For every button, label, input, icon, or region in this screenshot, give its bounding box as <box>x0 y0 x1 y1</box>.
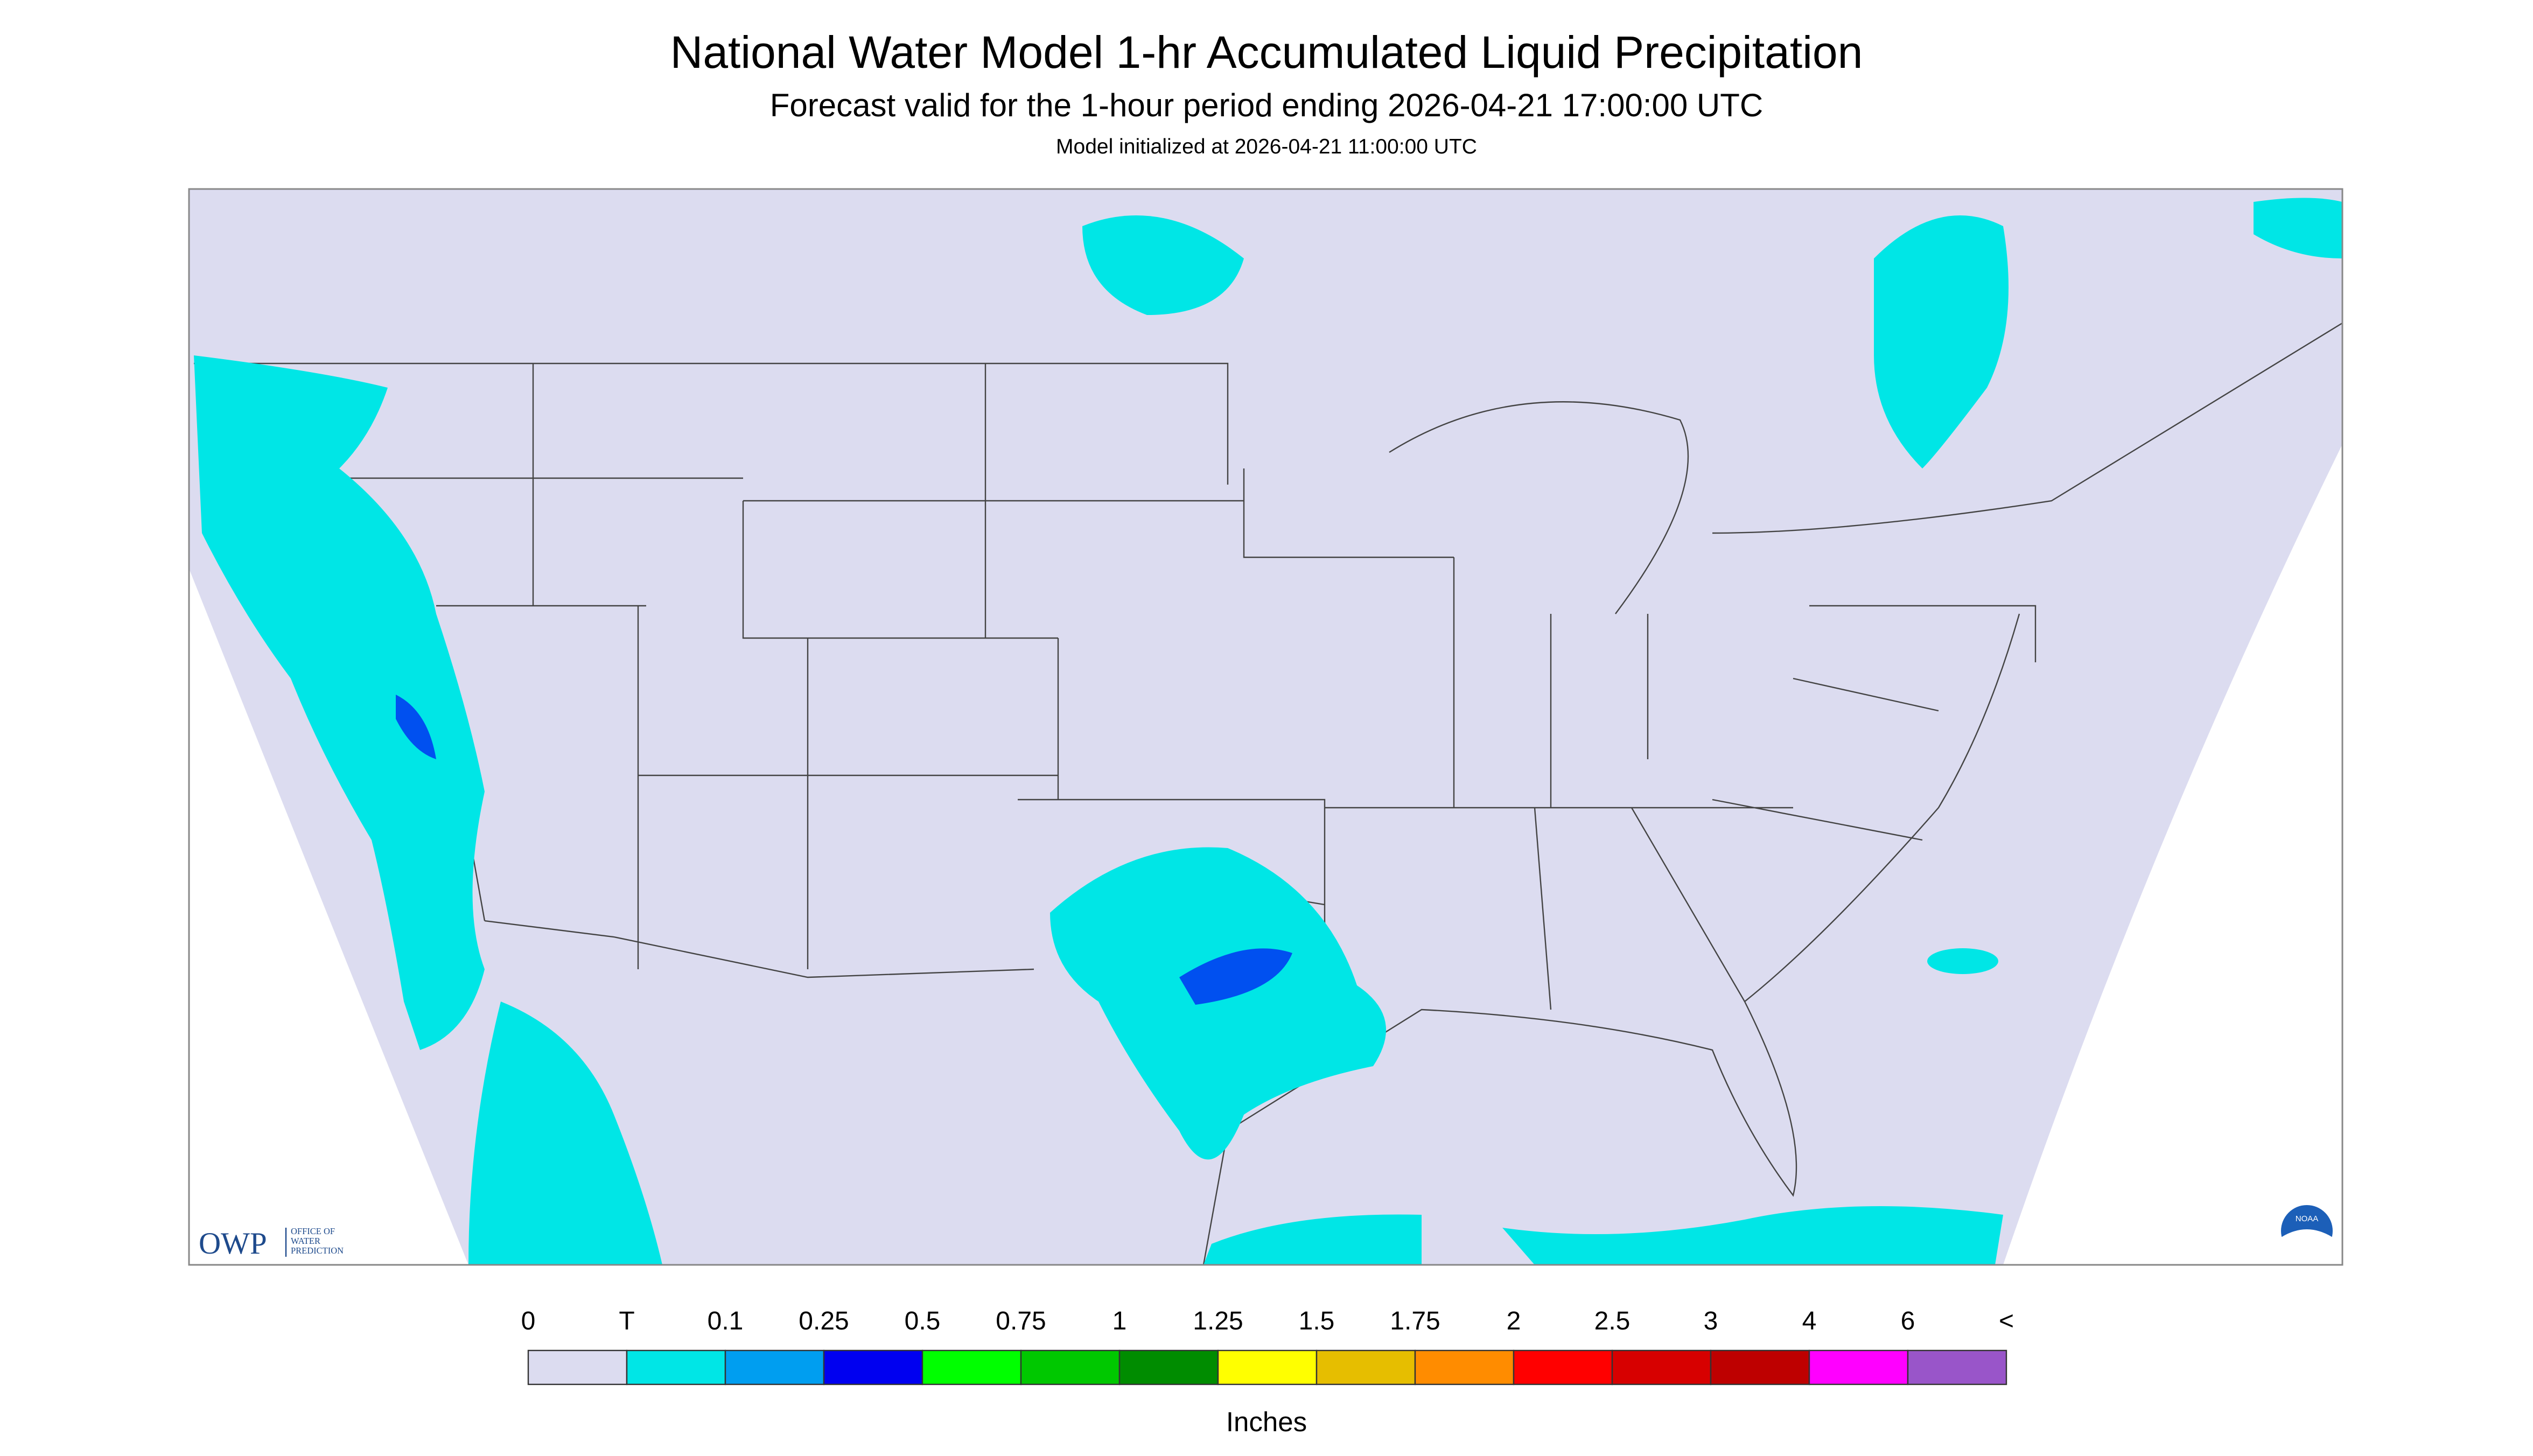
subtitle: Forecast valid for the 1-hour period end… <box>770 87 1763 123</box>
legend-label: 2.5 <box>1594 1307 1631 1335</box>
legend-swatch <box>527 1349 628 1385</box>
rain-area <box>1050 847 1386 1160</box>
legend-swatch <box>724 1349 825 1385</box>
legend-label: 1.75 <box>1390 1307 1440 1335</box>
legend-swatch <box>823 1349 923 1385</box>
rain-area <box>1082 215 1244 316</box>
legend-label: 0.25 <box>799 1307 849 1335</box>
precipitation <box>194 198 2342 1265</box>
title: National Water Model 1-hr Accumulated Li… <box>670 27 1863 78</box>
noaa-text: NOAA <box>2296 1214 2319 1223</box>
legend-label: < <box>1999 1307 2014 1335</box>
legend-swatch <box>1118 1349 1219 1385</box>
rain-area <box>2254 198 2342 259</box>
legend-unit: Inches <box>1226 1406 1307 1437</box>
init-note: Model initialized at 2026-04-21 11:00:00… <box>1056 135 1477 158</box>
legend: 0 T 0.1 0.25 0.5 0.75 1 1.25 1.5 1.75 2 2.5 3 4 6 < <box>521 1307 2014 1385</box>
owp-name: OFFICE OF <box>291 1226 335 1236</box>
heavy-rain <box>396 695 1292 1005</box>
legend-swatch <box>1907 1349 2007 1385</box>
legend-swatch <box>626 1349 726 1385</box>
map: OWP OFFICE OF WATER PREDICTION NOAA <box>188 188 2343 1266</box>
legend-label: 2 <box>1507 1307 1521 1335</box>
legend-label: 1 <box>1112 1307 1127 1335</box>
legend-label: 0.1 <box>708 1307 744 1335</box>
owp-mark: OWP <box>199 1227 267 1261</box>
rain-area <box>1874 215 2009 469</box>
legend-label: 0 <box>521 1307 536 1335</box>
legend-label: T <box>619 1307 634 1335</box>
rain-area <box>194 355 485 1051</box>
rain-area <box>1927 948 1998 975</box>
legend-label: 4 <box>1802 1307 1817 1335</box>
legend-label: 1.5 <box>1299 1307 1335 1335</box>
rain-area <box>1203 1206 2003 1265</box>
state-lines <box>194 322 2343 1265</box>
owp-name: WATER <box>291 1236 320 1246</box>
legend-label: 6 <box>1901 1307 1915 1335</box>
noaa-logo: NOAA <box>2281 1205 2333 1264</box>
owp-logo: OWP OFFICE OF WATER PREDICTION <box>199 1226 344 1261</box>
legend-swatch <box>1808 1349 1909 1385</box>
noaa-wave <box>2281 1229 2333 1264</box>
legend-swatch <box>1611 1349 1712 1385</box>
legend-swatch <box>1513 1349 1613 1385</box>
legend-swatch <box>921 1349 1022 1385</box>
legend-label: 1.25 <box>1193 1307 1243 1335</box>
map-domain <box>189 189 2342 1265</box>
legend-swatch <box>1414 1349 1515 1385</box>
legend-swatch <box>1217 1349 1318 1385</box>
owp-name: PREDICTION <box>291 1245 344 1256</box>
legend-swatch <box>1710 1349 1810 1385</box>
map-frame <box>188 188 2343 1266</box>
rain-area <box>468 1002 662 1265</box>
legend-swatch <box>1316 1349 1416 1385</box>
legend-label: 0.75 <box>996 1307 1046 1335</box>
legend-label: 3 <box>1704 1307 1718 1335</box>
legend-label: 0.5 <box>905 1307 941 1335</box>
legend-swatch <box>1020 1349 1121 1385</box>
